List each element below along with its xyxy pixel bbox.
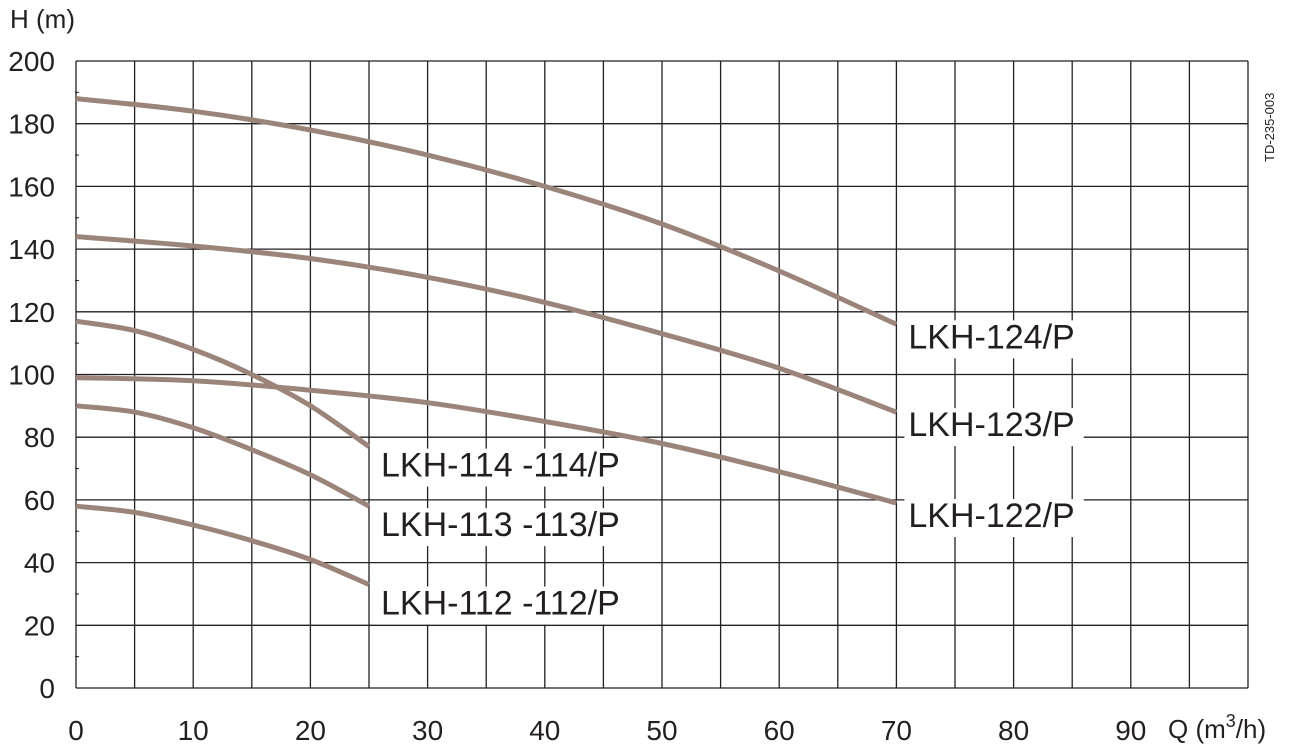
series-label: LKH-114 -114/P (381, 447, 620, 485)
x-tick-label: 90 (1115, 715, 1146, 746)
y-tick-label: 40 (24, 548, 55, 579)
series-label-bg (377, 586, 652, 625)
y-tick-label: 180 (8, 109, 55, 140)
document-code: TD-235-003 (1262, 93, 1277, 162)
series-line (75, 375, 898, 506)
series-label: LKH-123/P (908, 406, 1074, 444)
x-tick-label: 0 (68, 715, 84, 746)
series-line (75, 403, 371, 509)
x-tick-label: 40 (529, 715, 560, 746)
y-tick-label: 80 (24, 422, 55, 453)
y-tick-label: 200 (8, 46, 55, 77)
y-tick-label: 0 (39, 673, 55, 704)
series-label-bg (377, 448, 652, 487)
series-label-bg (904, 320, 1084, 359)
x-tick-label: 20 (295, 715, 326, 746)
x-tick-label: 50 (646, 715, 677, 746)
x-tick-label: 70 (881, 715, 912, 746)
series-label: LKH-112 -112/P (381, 585, 620, 623)
y-tick-label: 140 (8, 234, 55, 265)
x-tick-label: 10 (178, 715, 209, 746)
x-tick-label: 60 (764, 715, 795, 746)
curves (75, 96, 898, 587)
series-label: LKH-122/P (908, 497, 1074, 535)
x-tick-label: 30 (412, 715, 443, 746)
y-tick-label: 100 (8, 360, 55, 391)
series-line (75, 503, 370, 587)
series-label: LKH-113 -113/P (381, 506, 620, 544)
x-axis-title: Q (m3/h) (1168, 711, 1266, 744)
y-tick-label: 60 (24, 485, 55, 516)
series-label-bg (904, 499, 1084, 538)
tick-labels: 0 10 20 30 40 50 60 70 80 90 0 20 40 60 80 100 120 140 160… (8, 46, 1146, 746)
y-tick-label: 120 (8, 297, 55, 328)
series-line (75, 318, 371, 449)
series-label: LKH-124/P (908, 318, 1074, 356)
curve-labels: LKH-124/P LKH-123/P LKH-122/P LKH-114 -114/… (377, 318, 1084, 625)
grid (75, 60, 1249, 689)
y-tick-label: 160 (8, 171, 55, 202)
x-tick-label: 80 (998, 715, 1029, 746)
series-line (75, 96, 898, 327)
y-axis-title: H (m) (10, 4, 75, 34)
y-tick-label: 20 (24, 610, 55, 641)
series-label-bg (904, 408, 1084, 447)
series-label-bg (377, 508, 652, 547)
series-line (75, 234, 898, 415)
